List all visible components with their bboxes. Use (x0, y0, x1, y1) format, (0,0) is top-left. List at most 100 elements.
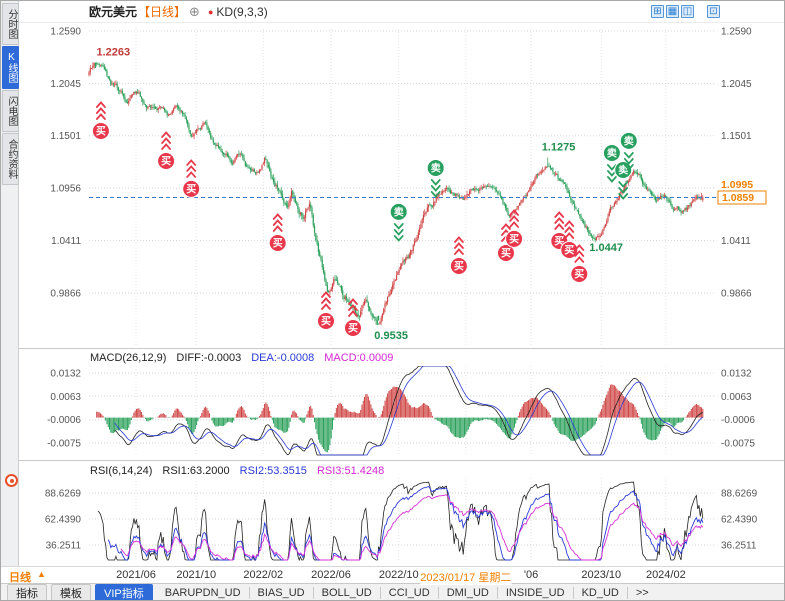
swing-label: 1.0447 (589, 242, 623, 254)
rsi1-line (97, 481, 704, 561)
price-chart-svg[interactable]: 1.2590 1.2590 1.2045 1.2045 1.1501 1.1501 1.09… (19, 23, 785, 566)
svg-text:1.2045: 1.2045 (50, 79, 81, 90)
x-axis-label: 2024/02 (645, 569, 686, 581)
tab-barupdn-ud[interactable]: BARUPDN_UD (157, 587, 250, 599)
svg-text:62.4390: 62.4390 (45, 515, 82, 526)
sell-signal: 卖 (426, 159, 445, 198)
svg-text:88.6269: 88.6269 (45, 489, 82, 500)
period-button[interactable]: 日线 (9, 572, 31, 584)
x-axis-label: 2023/10 (581, 569, 622, 581)
tab-vip-indicator[interactable]: VIP指标 (95, 584, 153, 600)
x-axis-label: 2021/06 (116, 569, 156, 581)
svg-text:0.0132: 0.0132 (721, 369, 752, 380)
svg-text:买: 买 (273, 238, 283, 250)
svg-text:卖: 卖 (431, 162, 441, 175)
symbol-name: 欧元美元 (89, 5, 138, 19)
tab-dmi-ud[interactable]: DMI_UD (439, 587, 498, 599)
svg-text:买: 买 (321, 316, 331, 328)
x-axis-label: '06 (523, 569, 539, 581)
svg-text:1.2590: 1.2590 (721, 27, 752, 38)
grid-lines: 1.2590 1.2590 1.2045 1.2045 1.1501 1.1501 1.09… (19, 27, 784, 560)
tab-kline-chart[interactable]: K线图 (2, 46, 19, 89)
svg-text:88.6269: 88.6269 (721, 489, 758, 500)
macd-dea-value: DEA:-0.0008 (251, 352, 315, 364)
tab-boll-ud[interactable]: BOLL_UD (314, 587, 381, 599)
chart-main-area: 欧元美元 【日线】 ⊕ ● KD(9,3,3) ⊞ ▦ ◫ ⊡ 1.2590 1.259… (19, 1, 784, 566)
add-indicator-icon[interactable]: ⊕ (189, 3, 200, 19)
tab-time-share-chart[interactable]: 分时图 (2, 3, 19, 45)
swing-label: 0.9535 (374, 330, 408, 342)
rsi-panel (97, 481, 704, 561)
tab-template[interactable]: 模板 (51, 584, 91, 600)
tab-indicator[interactable]: 指标 (7, 584, 47, 600)
tab-flash-chart[interactable]: 闪电图 (2, 90, 19, 132)
svg-text:买: 买 (509, 233, 519, 245)
period-arrow-icon[interactable]: ▲ (37, 569, 46, 579)
tab-kd-ud[interactable]: KD_UD (574, 587, 628, 599)
buy-signal: 买 (497, 223, 515, 262)
macd-diff-value: DIFF:-0.0003 (176, 352, 242, 364)
svg-text:0.0063: 0.0063 (721, 392, 752, 403)
svg-text:买: 买 (161, 156, 171, 168)
svg-text:-0.0075: -0.0075 (47, 439, 81, 450)
candlestick-series (88, 62, 704, 325)
chart-canvas-area: 1.2590 1.2590 1.2045 1.2045 1.1501 1.1501 1.09… (19, 23, 784, 566)
macd-macd-value: MACD:0.0009 (324, 352, 394, 364)
buy-signal: 买 (317, 291, 335, 330)
buy-signal: 买 (505, 209, 524, 248)
dual-window-icon[interactable]: ◫ (681, 5, 694, 18)
swing-label: 1.2263 (97, 47, 131, 59)
last-close-tag: 1.0859 (722, 192, 754, 204)
svg-text:买: 买 (554, 236, 564, 248)
svg-text:1.1501: 1.1501 (50, 131, 81, 142)
x-axis-row: 日线 ▲ 2021/06 2021/10 2022/02 2022/06 2022/10… (1, 566, 784, 585)
svg-text:36.2511: 36.2511 (721, 541, 757, 552)
sell-signal: 卖 (602, 144, 621, 183)
svg-text:买: 买 (96, 126, 106, 138)
single-window-icon[interactable]: ▦ (666, 5, 679, 18)
svg-text:买: 买 (186, 183, 196, 195)
svg-text:1.0411: 1.0411 (51, 236, 81, 247)
rsi-header: RSI(6,14,24) RSI1:63.2000 RSI2:53.3515 R… (90, 465, 384, 477)
svg-text:买: 买 (454, 261, 464, 273)
tab-cci-ud[interactable]: CCI_UD (381, 587, 439, 599)
period-label[interactable]: 【日线】 (138, 5, 187, 19)
svg-text:卖: 卖 (607, 147, 617, 160)
new-window-icon[interactable]: ⊡ (707, 5, 720, 18)
kd-indicator-label: KD(9,3,3) (216, 4, 268, 19)
tab-contract-info[interactable]: 合约资料 (2, 133, 19, 185)
buy-signal: 买 (268, 213, 287, 252)
svg-text:买: 买 (348, 323, 358, 335)
sell-signal: 卖 (619, 131, 638, 171)
indicator-settings-icon[interactable] (5, 474, 18, 487)
x-axis-label: 2023/01/17 星期二 (420, 569, 512, 585)
macd-dea-line (114, 366, 704, 456)
tab-bias-ud[interactable]: BIAS_UD (250, 587, 314, 599)
x-axis-label: 2022/02 (243, 569, 284, 581)
svg-text:1.1501: 1.1501 (721, 131, 752, 142)
x-axis-label: 2021/10 (176, 569, 217, 581)
header-toolbar: ⊞ ▦ ◫ ⊡ (651, 5, 720, 18)
rsi2-value: RSI2:53.3515 (239, 465, 307, 477)
buy-signal: 买 (344, 298, 362, 337)
current-price-tag: 1.0995 (721, 179, 753, 191)
rsi1-value: RSI1:63.2000 (162, 465, 230, 477)
buy-signal: 买 (560, 220, 579, 259)
svg-text:1.2590: 1.2590 (50, 27, 81, 38)
svg-text:1.0956: 1.0956 (50, 184, 81, 195)
rsi3-line (120, 494, 704, 561)
svg-text:0.9866: 0.9866 (50, 289, 81, 300)
svg-text:卖: 卖 (618, 164, 628, 177)
multi-grid-icon[interactable]: ⊞ (651, 5, 664, 18)
buy-signal: 买 (570, 244, 589, 283)
svg-text:62.4390: 62.4390 (721, 515, 758, 526)
svg-text:0.9866: 0.9866 (721, 289, 752, 300)
sell-signal: 卖 (389, 202, 408, 242)
tab-more[interactable]: >> (635, 587, 649, 599)
tab-inside-ud[interactable]: INSIDE_UD (498, 587, 574, 599)
buy-signal: 买 (449, 236, 468, 275)
macd-panel (96, 366, 704, 456)
svg-text:-0.0006: -0.0006 (47, 415, 81, 426)
svg-text:-0.0075: -0.0075 (721, 439, 755, 450)
